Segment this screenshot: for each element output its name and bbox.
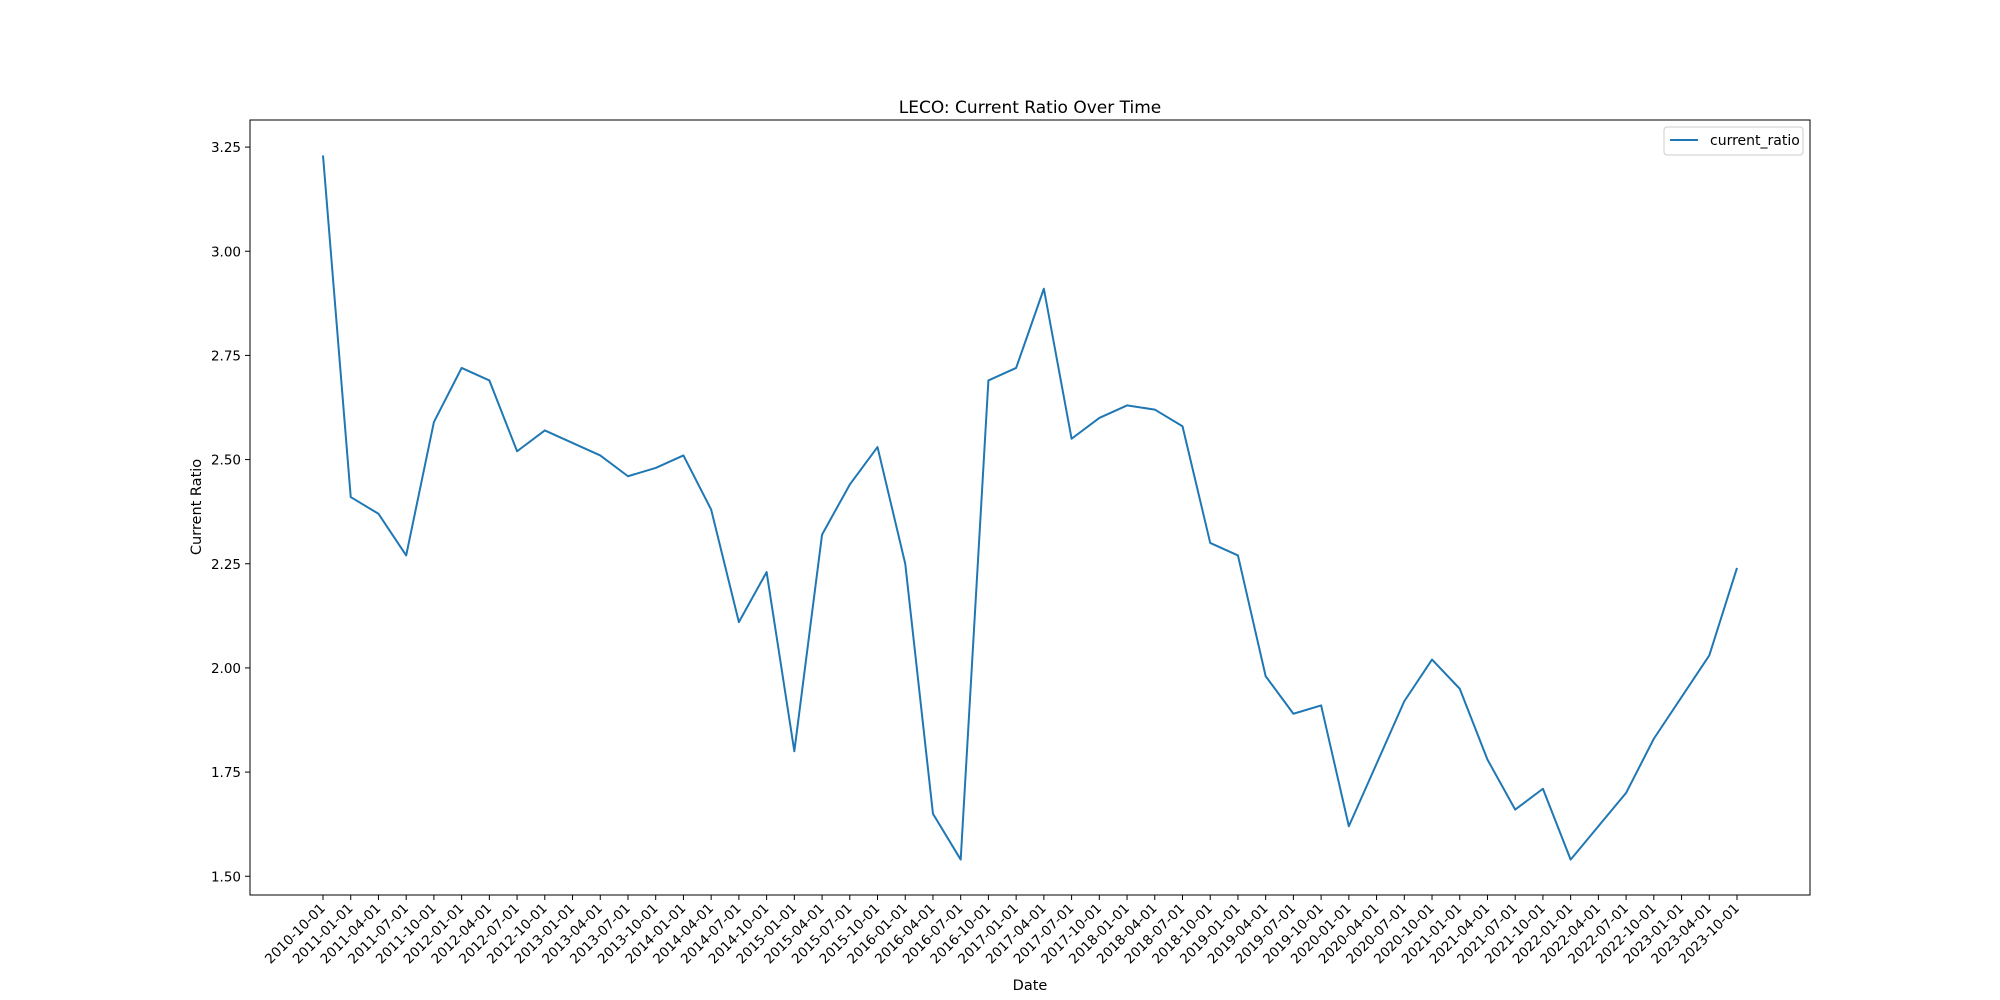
x-axis: 2010-10-012011-01-012011-04-012011-07-01… [262,895,1743,967]
series-line-current_ratio [322,155,1738,861]
x-axis-title: Date [1013,978,1048,994]
y-axis: 1.50 1.75 2.00 2.25 2.50 2.75 3.00 3.25 [211,140,250,885]
y-tick-label: 3.00 [211,244,241,260]
legend-box [1663,126,1804,156]
legend-label: current_ratio [1710,133,1800,149]
y-tick-label: 1.75 [211,765,241,781]
y-tick-label: 2.50 [211,453,241,469]
y-tick-label: 2.00 [211,661,241,677]
y-tick-label: 2.25 [211,557,241,573]
chart-title: LECO: Current Ratio Over Time [899,98,1162,118]
y-tick-label: 3.25 [211,140,241,156]
y-tick-label: 2.75 [211,348,241,364]
y-tick-label: 1.50 [211,869,241,885]
plot-frame [249,119,1811,896]
y-axis-title: Current Ratio [189,459,205,555]
legend: current_ratio [1663,126,1804,156]
plot-area [322,155,1738,861]
